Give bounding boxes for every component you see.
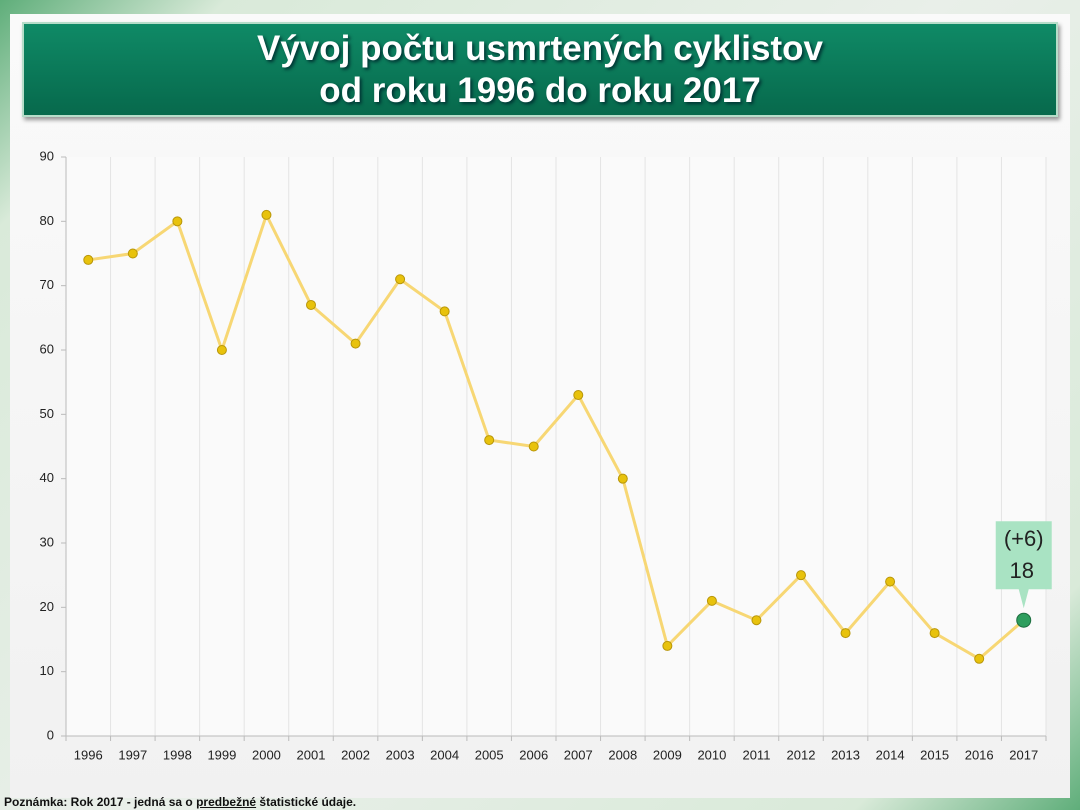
marker [484,435,495,446]
marker [261,209,272,220]
marker [1016,612,1032,628]
x-tick-label: 2015 [920,747,949,762]
x-tick-label: 2003 [386,747,415,762]
y-tick-label: 50 [40,406,54,421]
footnote-text: štatistické údaje. [256,795,357,809]
marker [974,653,985,664]
x-tick-label: 2006 [519,747,548,762]
y-tick-label: 80 [40,213,54,228]
title-banner: Vývoj počtu usmrtených cyklistov od roku… [22,22,1058,117]
data-label: 18 [1009,558,1033,583]
y-tick-label: 30 [40,534,54,549]
x-tick-label: 2011 [742,747,770,762]
callout [995,521,1052,609]
x-tick-label: 1997 [118,747,147,762]
footnote-underlined: predbežné [196,795,257,809]
x-tick-label: 2017 [1009,747,1038,762]
x-tick-label: 2002 [341,747,370,762]
x-tick-label: 1998 [163,747,192,762]
x-tick-label: 2001 [297,747,326,762]
x-tick-label: 2004 [430,747,459,762]
marker [929,628,940,639]
marker [662,640,673,651]
x-tick-label: 1999 [207,747,236,762]
y-tick-label: 70 [40,277,54,292]
marker [216,345,227,355]
x-tick-label: 2000 [252,747,281,762]
marker [840,628,851,639]
marker [83,254,94,265]
marker [706,595,717,606]
y-tick-label: 40 [40,470,54,485]
marker [127,248,138,259]
title-line: Vývoj počtu usmrtených cyklistov [256,29,823,68]
x-tick-label: 2016 [965,747,994,762]
y-tick-label: 90 [40,148,54,163]
y-tick-label: 20 [40,599,54,614]
marker [350,338,361,349]
footnote-text: Poznámka: Rok 2017 - jedná sa o [4,795,197,809]
y-tick-label: 10 [40,663,54,678]
marker [395,274,406,285]
footnote: Poznámka: Rok 2017 - jedná sa o predbežn… [4,795,356,809]
x-tick-label: 2010 [697,747,726,762]
line [88,210,1025,661]
x-tick-label: 2007 [564,747,593,762]
marker [528,441,539,452]
x-tick-label: 2012 [787,747,816,762]
marker [439,306,450,317]
x-tick-label: 2014 [876,747,905,762]
x-tick-label: 2005 [475,747,504,762]
x-tick-label: 2009 [653,747,682,762]
marker [306,299,316,310]
x-tick-label: 1996 [74,747,103,762]
annotation: (+6) [1004,526,1044,551]
y-tick-label: 0 [47,727,54,742]
marker [751,615,762,626]
y-tick-label: 60 [40,341,54,356]
marker [573,390,584,401]
x-tick-label: 2008 [608,747,637,762]
marker [617,473,628,484]
marker [885,576,896,587]
x-tick-label: 2013 [831,747,860,762]
marker [796,570,806,581]
title-line: od roku 1996 do roku 2017 [319,71,761,110]
marker [172,216,183,227]
